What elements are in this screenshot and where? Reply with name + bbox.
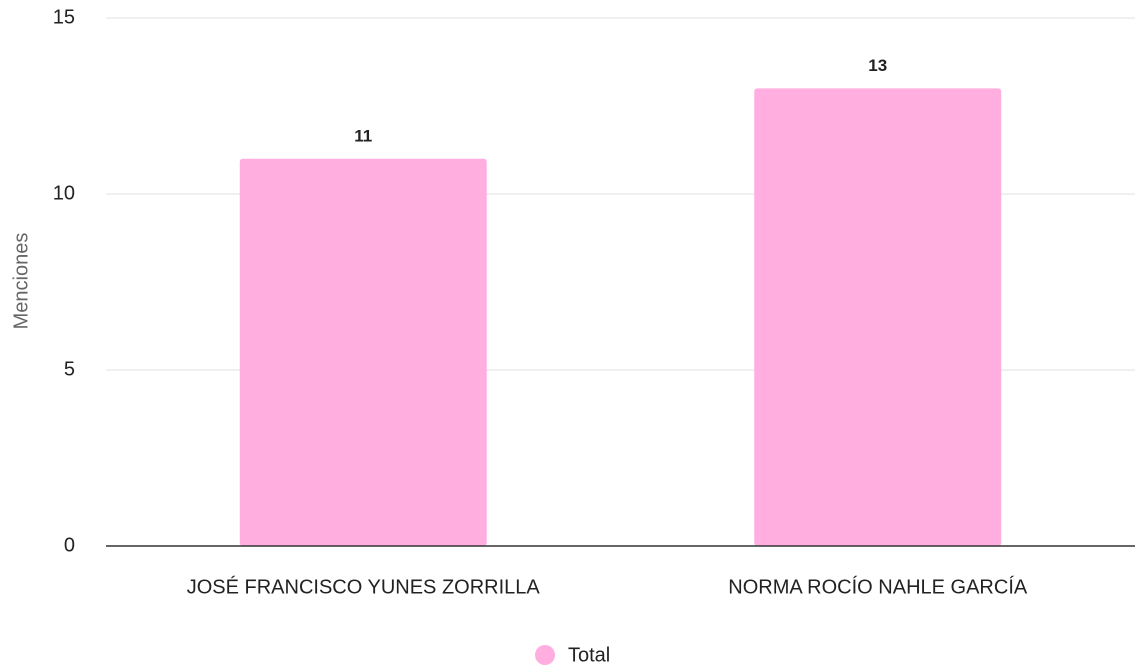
bar	[239, 158, 487, 547]
x-tick-label: JOSÉ FRANCISCO YUNES ZORRILLA	[187, 575, 541, 598]
bar	[754, 88, 1002, 547]
x-tick-label: NORMA ROCÍO NAHLE GARCÍA	[728, 575, 1028, 598]
legend-label: Total	[568, 644, 610, 666]
legend-swatch	[535, 645, 555, 665]
y-tick-label: 5	[64, 358, 75, 380]
data-label: 13	[868, 56, 887, 75]
y-tick-label: 10	[53, 182, 75, 204]
y-tick-label: 15	[53, 6, 75, 28]
y-axis-label: Menciones	[10, 233, 32, 330]
data-label: 11	[354, 126, 372, 145]
y-tick-label: 0	[64, 534, 75, 556]
